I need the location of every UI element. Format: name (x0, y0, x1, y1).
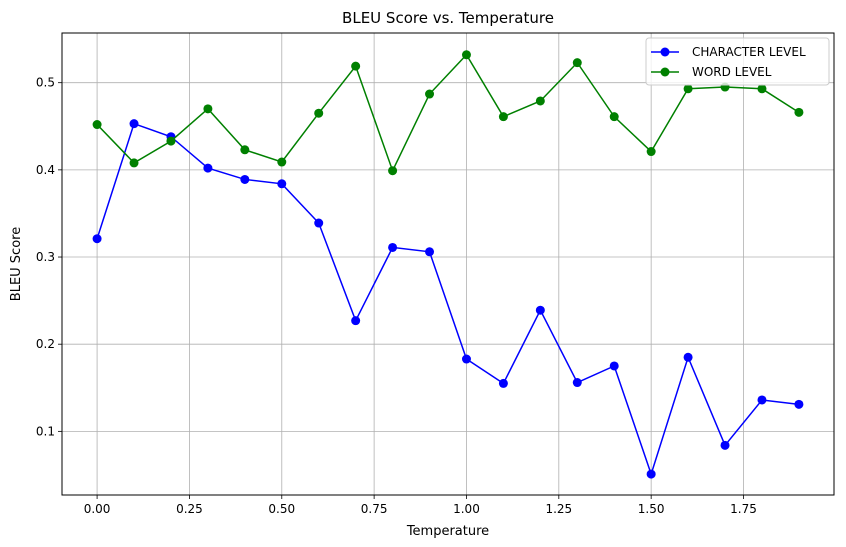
data-point-word-level (572, 58, 582, 68)
data-point-character-level (794, 399, 804, 409)
x-tick-label: 1.50 (638, 502, 665, 516)
x-tick-label: 0.00 (84, 502, 111, 516)
x-tick-label: 1.00 (453, 502, 480, 516)
series-line-word-level (96, 53, 800, 173)
x-tick-label: 0.75 (361, 502, 388, 516)
data-point-word-level (388, 166, 398, 176)
series-character-level (92, 119, 804, 479)
x-tick-label: 1.75 (730, 502, 757, 516)
grid (62, 33, 834, 495)
data-point-word-level (757, 84, 767, 94)
y-tick-label: 0.5 (36, 76, 55, 90)
data-point-character-level (461, 354, 471, 364)
series-line-character-level (96, 122, 799, 477)
data-point-word-level (646, 147, 656, 157)
data-point-word-level (461, 50, 471, 60)
data-point-character-level (388, 242, 398, 252)
legend-marker-word-level (660, 67, 670, 77)
chart-title: BLEU Score vs. Temperature (342, 9, 554, 27)
data-point-character-level (498, 378, 508, 388)
data-point-word-level (425, 89, 435, 99)
ticks: 0.00 0.25 0.50 0.75 1.00 1.25 1.50 1.75 0.1 0.2 0.… (36, 76, 757, 516)
legend-box (645, 37, 830, 86)
data-point-word-level (351, 61, 361, 71)
y-tick-label: 0.4 (36, 163, 55, 177)
y-tick-label: 0.3 (36, 250, 55, 264)
y-axis-label: BLEU Score (9, 227, 24, 301)
data-point-character-level (203, 163, 213, 173)
data-point-word-level (498, 112, 508, 122)
data-point-word-level (203, 104, 213, 114)
data-point-character-level (683, 352, 693, 362)
data-point-character-level (572, 378, 582, 388)
data-point-word-level (240, 145, 250, 155)
data-point-character-level (314, 218, 324, 228)
data-point-character-level (646, 469, 656, 479)
data-point-character-level (129, 119, 139, 129)
data-point-character-level (92, 234, 102, 244)
data-point-character-level (609, 361, 619, 371)
data-point-word-level (92, 120, 102, 130)
series-layer (92, 50, 804, 479)
legend: CHARACTER LEVEL WORD LEVEL (645, 37, 830, 86)
data-point-word-level (277, 157, 287, 167)
legend-label-character-level: CHARACTER LEVEL (692, 45, 806, 59)
x-tick-label: 0.25 (176, 502, 203, 516)
legend-marker-character-level (660, 47, 670, 57)
data-point-word-level (683, 84, 693, 94)
data-point-character-level (277, 179, 287, 189)
data-point-word-level (609, 112, 619, 122)
data-point-character-level (240, 174, 250, 184)
series-word-level (92, 50, 804, 176)
data-point-character-level (535, 305, 545, 315)
data-point-character-level (757, 395, 767, 405)
data-point-character-level (425, 247, 435, 257)
plot-frame (61, 32, 835, 496)
data-point-word-level (314, 108, 324, 118)
data-point-word-level (535, 96, 545, 106)
data-point-word-level (129, 158, 139, 168)
data-point-word-level (794, 107, 804, 117)
x-tick-label: 0.50 (268, 502, 295, 516)
legend-label-word-level: WORD LEVEL (692, 65, 772, 79)
data-point-word-level (166, 136, 176, 146)
data-point-character-level (351, 316, 361, 326)
x-axis-label: Temperature (406, 524, 489, 539)
y-tick-label: 0.1 (36, 424, 55, 438)
data-point-character-level (720, 440, 730, 450)
x-tick-label: 1.25 (545, 502, 572, 516)
y-tick-label: 0.2 (36, 337, 55, 351)
